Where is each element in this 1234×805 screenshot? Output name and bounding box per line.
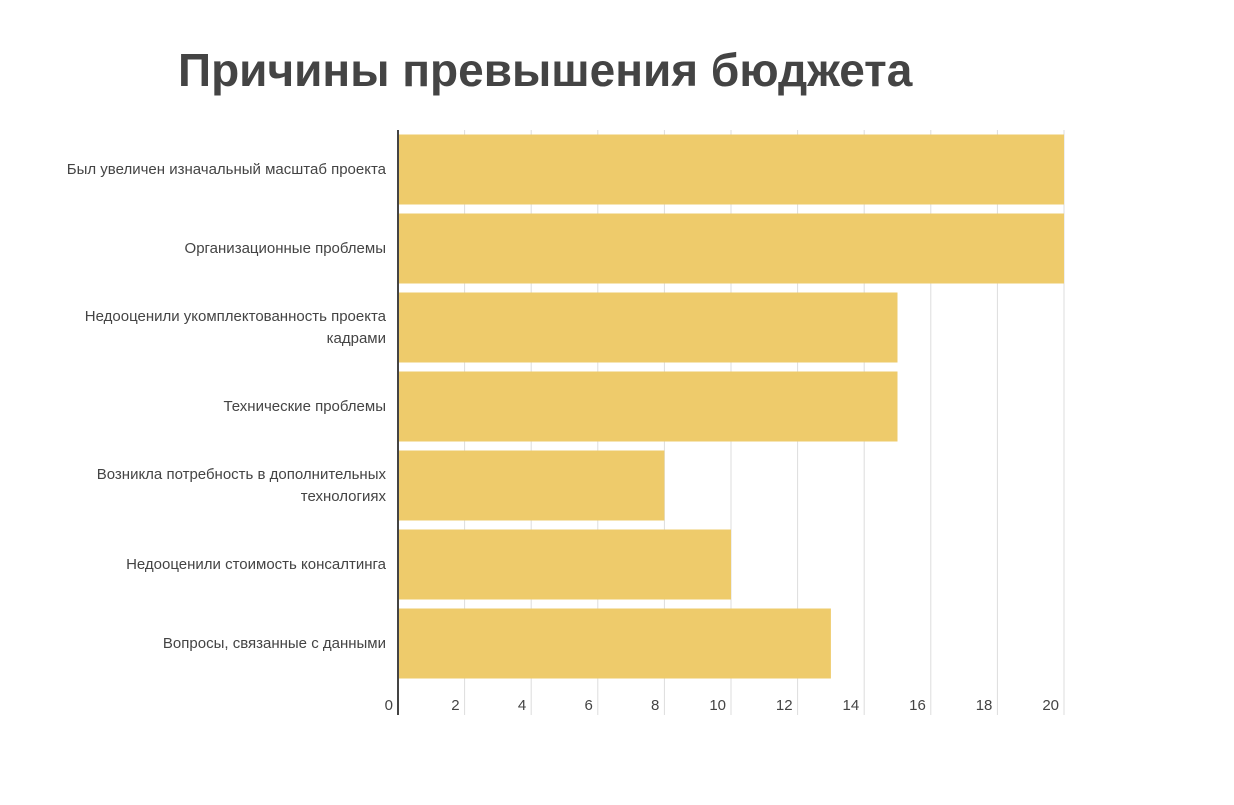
y-tick-label: Недооценили стоимость консалтинга	[126, 555, 386, 573]
y-tick-label: Организационные проблемы	[184, 239, 386, 257]
x-tick-label: 2	[451, 697, 459, 714]
y-tick-label: Возникла потребность в дополнительных те…	[96, 465, 386, 505]
chart-title: Причины превышения бюджета	[178, 44, 913, 96]
x-tick-label: 20	[1042, 697, 1059, 714]
bar	[398, 608, 831, 679]
bar	[398, 450, 665, 521]
x-tick-label: 6	[584, 697, 592, 714]
x-tick-label: 8	[651, 697, 659, 714]
y-tick-label: Недооценили укомплектованность проекта к…	[84, 307, 386, 347]
y-tick-label: Вопросы, связанные с данными	[162, 634, 386, 652]
y-tick-label: Технические проблемы	[223, 397, 386, 415]
x-tick-label: 12	[776, 697, 793, 714]
x-tick-label: 18	[976, 697, 993, 714]
bar	[398, 134, 1064, 205]
x-tick-label: 4	[518, 697, 526, 714]
bar	[398, 529, 731, 600]
bar	[398, 292, 898, 363]
bar	[398, 371, 898, 442]
bar	[398, 213, 1064, 284]
x-tick-label: 0	[385, 697, 393, 714]
y-tick-label: Был увеличен изначальный масштаб проекта	[66, 160, 386, 178]
x-tick-label: 14	[843, 697, 860, 714]
x-tick-label: 10	[709, 697, 726, 714]
x-tick-label: 16	[909, 697, 926, 714]
